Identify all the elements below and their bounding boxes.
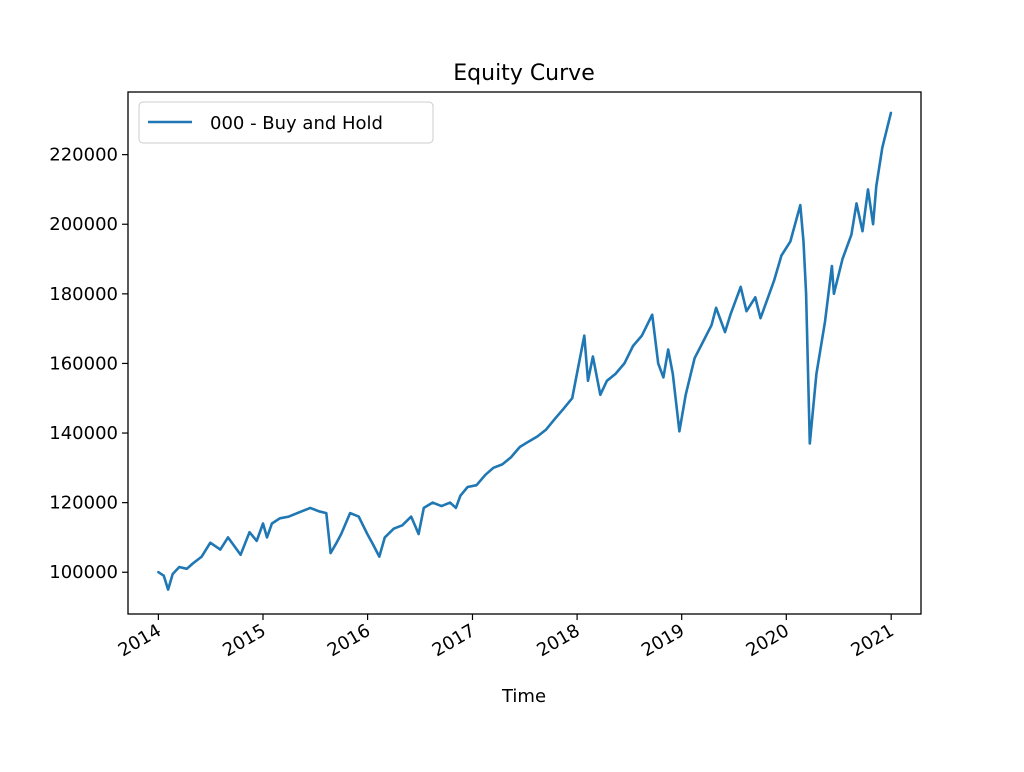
chart-title: Equity Curve <box>453 61 594 86</box>
y-tick-label: 200000 <box>49 214 118 235</box>
x-axis-label: Time <box>501 686 546 707</box>
y-tick-label: 160000 <box>49 353 118 374</box>
y-tick-label: 120000 <box>49 493 118 514</box>
y-tick-label: 180000 <box>49 284 118 305</box>
series-line-0 <box>157 111 893 591</box>
y-tick-label: 100000 <box>49 562 118 583</box>
plot-layer <box>157 111 893 591</box>
legend-box <box>138 101 434 144</box>
y-tick-label: 220000 <box>49 145 118 166</box>
y-axis: 100000 120000 140000 160000 180000 200000 2200… <box>49 145 128 583</box>
plot-frame <box>127 91 922 615</box>
legend-label-buy-and-hold: 000 - Buy and Hold <box>210 113 383 134</box>
legend: 000 - Buy and Hold <box>138 101 434 144</box>
y-tick-label: 140000 <box>49 423 118 444</box>
